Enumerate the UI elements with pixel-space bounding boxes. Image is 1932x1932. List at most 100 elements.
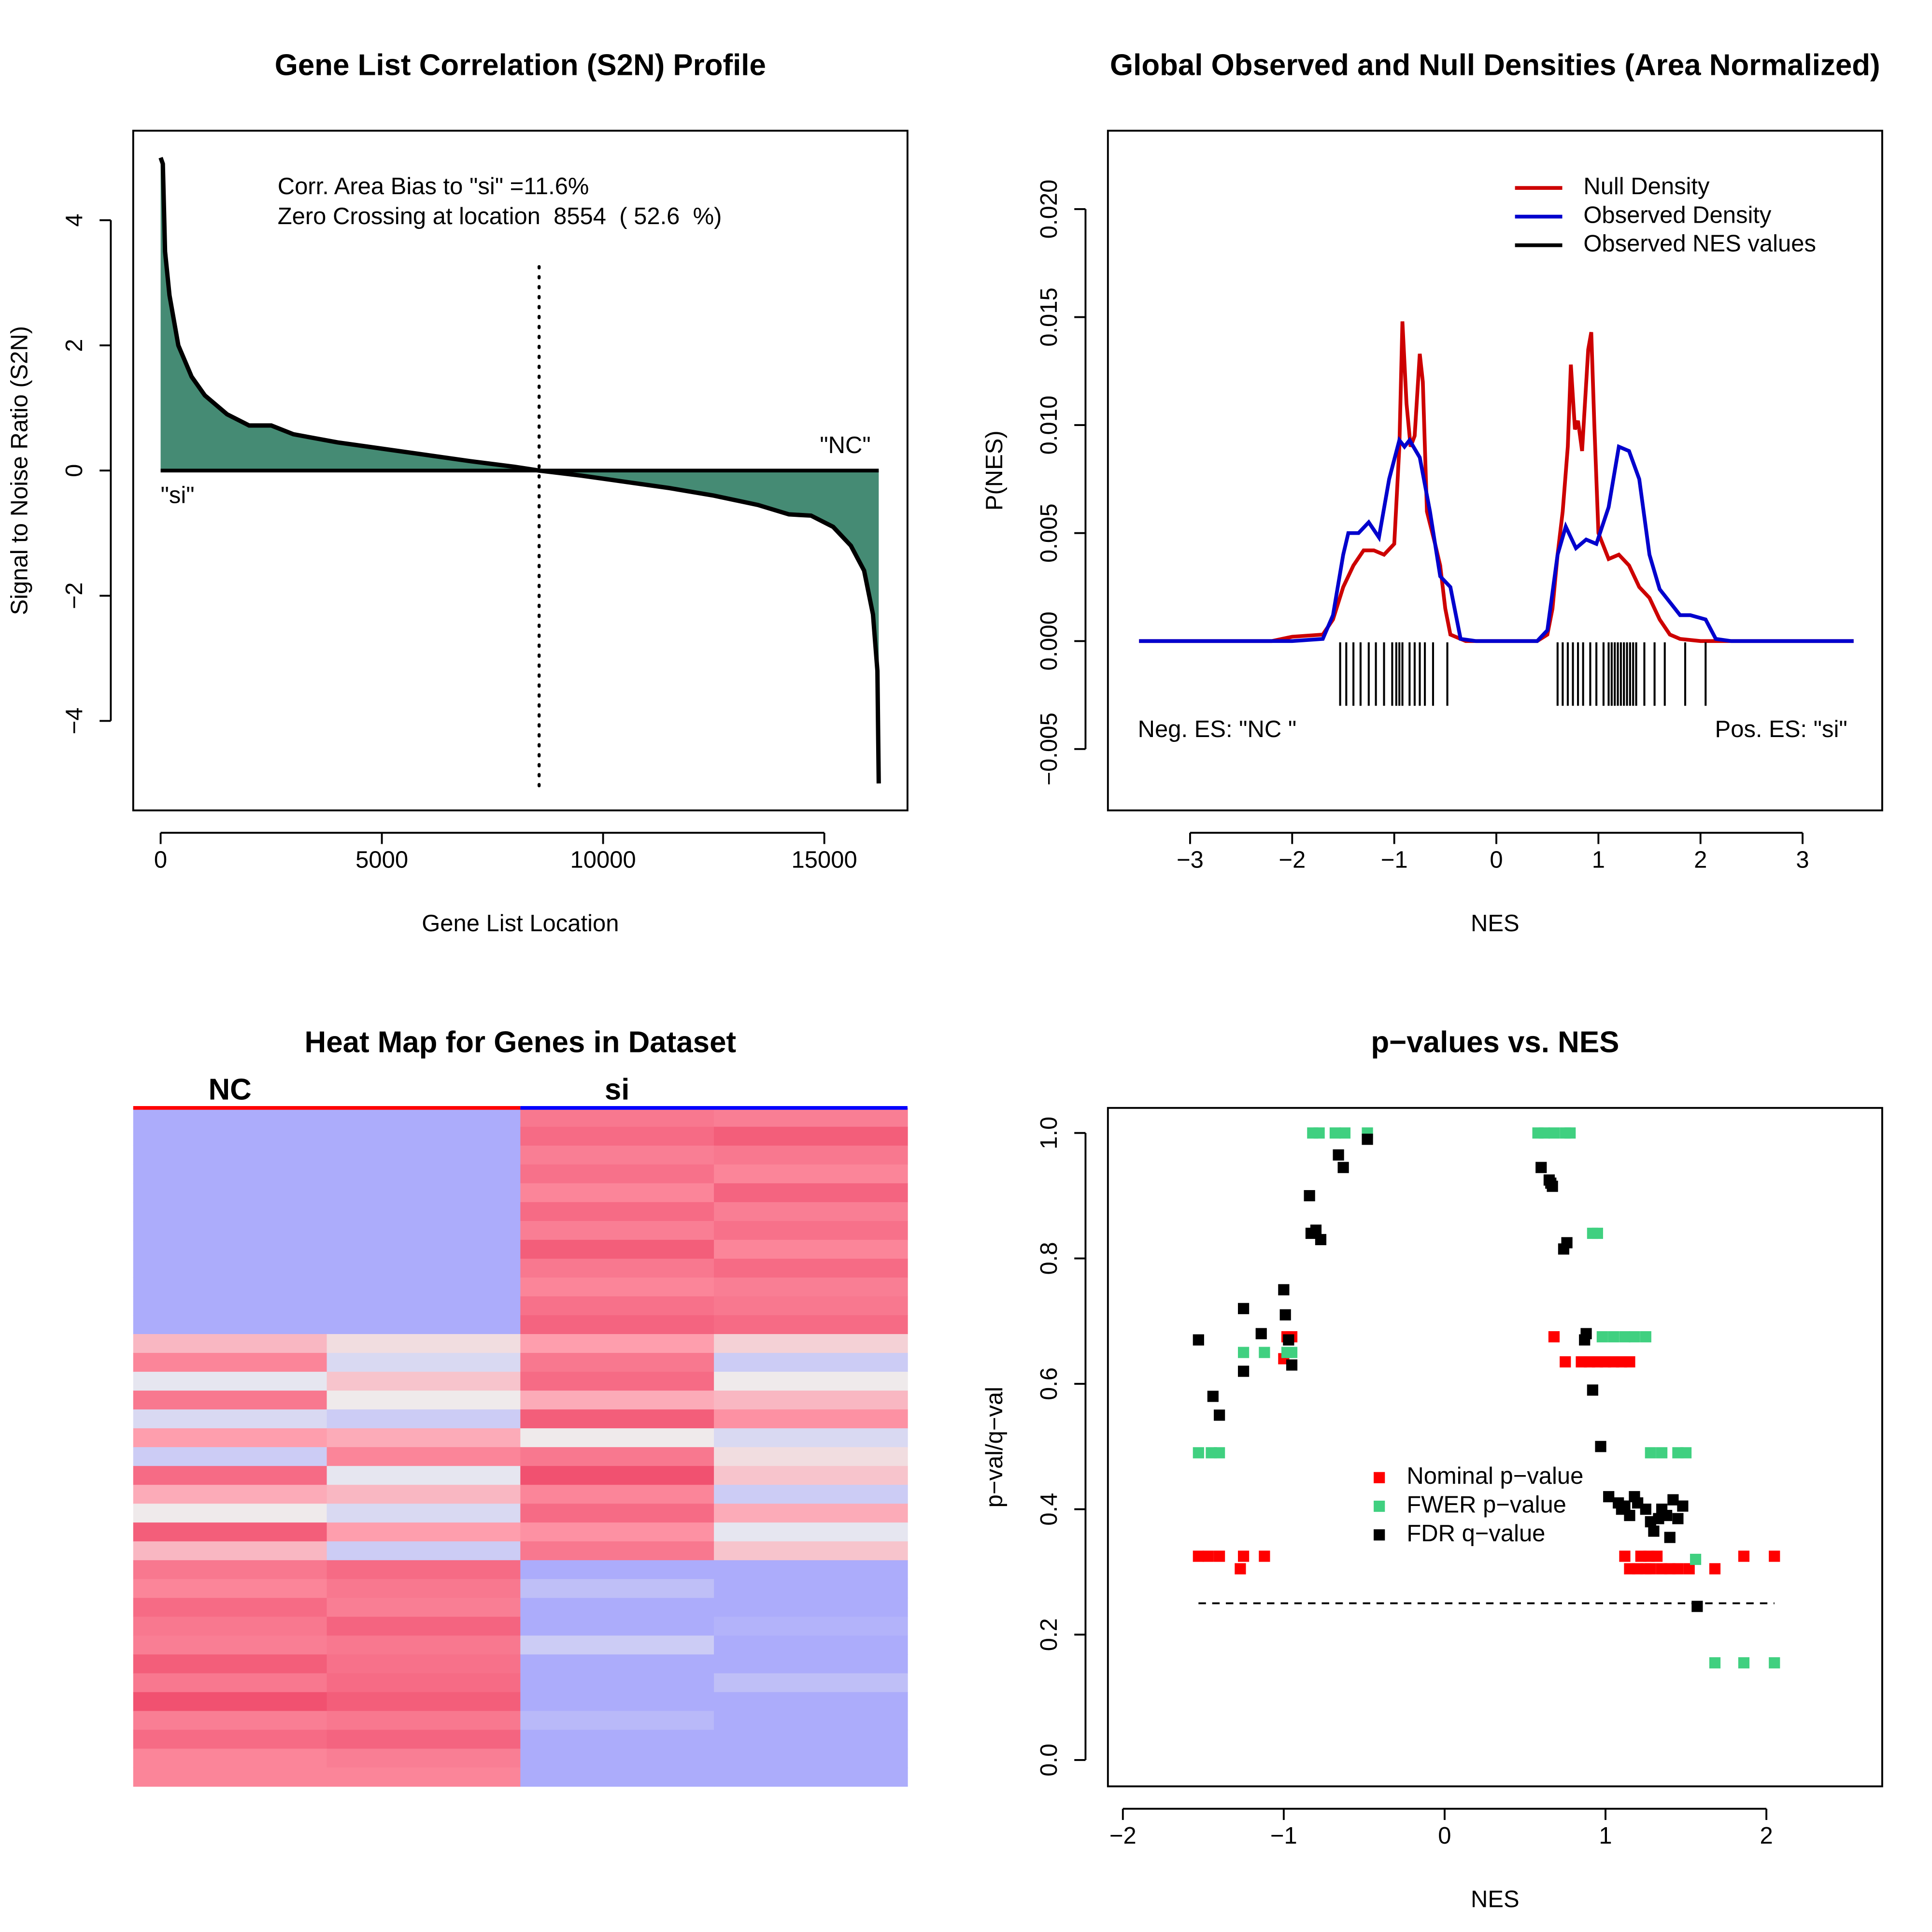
heatmap-cell bbox=[133, 1767, 327, 1787]
point bbox=[1691, 1601, 1703, 1612]
heatmap-cell bbox=[520, 1617, 714, 1636]
heatmap-cell bbox=[327, 1767, 521, 1787]
heatmap-cell bbox=[714, 1579, 908, 1599]
point bbox=[1603, 1491, 1615, 1503]
heatmap-cell bbox=[714, 1277, 908, 1297]
heatmap-cell bbox=[714, 1748, 908, 1768]
heatmap-cell bbox=[133, 1145, 327, 1165]
heatmap-cell bbox=[327, 1108, 521, 1127]
heatmap-cell bbox=[714, 1617, 908, 1636]
heatmap-cell bbox=[133, 1730, 327, 1749]
y-axis-label: P(NES) bbox=[981, 430, 1008, 511]
annotation: Corr. Area Bias to "si" =11.6% bbox=[278, 173, 589, 199]
heatmap-cell bbox=[327, 1654, 521, 1674]
heatmap-cell bbox=[520, 1315, 714, 1335]
point bbox=[1535, 1162, 1547, 1173]
heatmap-cell bbox=[714, 1673, 908, 1693]
x-axis-label: NES bbox=[1471, 1887, 1520, 1913]
heatmap-cell bbox=[714, 1183, 908, 1203]
point bbox=[1672, 1513, 1684, 1524]
point bbox=[1547, 1180, 1558, 1192]
heatmap-cell bbox=[133, 1673, 327, 1693]
point bbox=[1608, 1331, 1619, 1343]
heatmap-cell bbox=[327, 1635, 521, 1655]
heatmap-cell bbox=[520, 1447, 714, 1466]
heatmap-cell bbox=[714, 1296, 908, 1316]
heatmap-cell bbox=[520, 1372, 714, 1391]
heatmap-cell bbox=[327, 1372, 521, 1391]
x-tick-label: 2 bbox=[1760, 1823, 1773, 1849]
x-tick-label: 0 bbox=[154, 847, 167, 873]
heatmap-cell bbox=[520, 1164, 714, 1184]
point bbox=[1677, 1500, 1689, 1512]
heatmap-cell bbox=[327, 1522, 521, 1542]
point bbox=[1629, 1331, 1640, 1343]
heatmap-cell bbox=[520, 1108, 714, 1127]
legend-label: Observed Density bbox=[1583, 202, 1772, 228]
point bbox=[1640, 1563, 1651, 1575]
point bbox=[1661, 1510, 1673, 1521]
heatmap-cell bbox=[327, 1409, 521, 1429]
x-tick-label: 5000 bbox=[355, 847, 408, 873]
point bbox=[1560, 1356, 1571, 1368]
heatmap-cell bbox=[133, 1315, 327, 1335]
heatmap-cell bbox=[133, 1466, 327, 1485]
point bbox=[1214, 1550, 1225, 1562]
point bbox=[1596, 1331, 1608, 1343]
point bbox=[1283, 1334, 1294, 1346]
heatmap-cell bbox=[714, 1504, 908, 1523]
heatmap-cell bbox=[133, 1221, 327, 1240]
point bbox=[1202, 1550, 1214, 1562]
heatmap-cell bbox=[714, 1730, 908, 1749]
point bbox=[1580, 1328, 1592, 1339]
heatmap-cell bbox=[520, 1221, 714, 1240]
x-axis-label: Gene List Location bbox=[422, 910, 619, 937]
heatmap-cell bbox=[133, 1296, 327, 1316]
x-tick-label: −1 bbox=[1270, 1823, 1297, 1849]
heatmap-cell bbox=[327, 1466, 521, 1485]
heatmap-cell bbox=[714, 1711, 908, 1731]
point bbox=[1656, 1447, 1668, 1459]
group-label: NC bbox=[208, 1073, 251, 1107]
heatmap-cell bbox=[133, 1617, 327, 1636]
heatmap-cell bbox=[520, 1560, 714, 1580]
y-tick-label: 0.6 bbox=[1036, 1367, 1062, 1400]
heatmap-cell bbox=[520, 1277, 714, 1297]
heatmap-cell bbox=[714, 1447, 908, 1466]
heatmap-cell bbox=[327, 1692, 521, 1712]
heatmap-cell bbox=[327, 1353, 521, 1372]
point bbox=[1648, 1525, 1660, 1537]
heatmap-cell bbox=[520, 1767, 714, 1787]
point bbox=[1278, 1284, 1290, 1295]
heatmap-cell bbox=[714, 1334, 908, 1353]
heatmap-cell bbox=[714, 1126, 908, 1146]
point bbox=[1619, 1500, 1631, 1512]
point bbox=[1259, 1347, 1270, 1358]
heatmap-cell bbox=[327, 1202, 521, 1222]
heatmap-cell bbox=[520, 1541, 714, 1561]
annotation: Zero Crossing at location 8554 ( 52.6 %) bbox=[278, 203, 722, 229]
plot-frame bbox=[132, 129, 909, 811]
heatmap-cell bbox=[327, 1428, 521, 1448]
heatmap-cell bbox=[520, 1409, 714, 1429]
x-axis-label: NES bbox=[1471, 910, 1520, 937]
heatmap-cell bbox=[327, 1277, 521, 1297]
heatmap-cell bbox=[714, 1767, 908, 1787]
heatmap-cell bbox=[520, 1296, 714, 1316]
chart-title: Gene List Correlation (S2N) Profile bbox=[275, 49, 766, 82]
heatmap-cell bbox=[133, 1654, 327, 1674]
point bbox=[1237, 1303, 1250, 1314]
point bbox=[1207, 1391, 1219, 1402]
heatmap-cell bbox=[520, 1145, 714, 1165]
heatmap-cell bbox=[327, 1541, 521, 1561]
heatmap-cell bbox=[327, 1296, 521, 1316]
x-tick-label: 10000 bbox=[570, 847, 636, 873]
x-tick-label: 0 bbox=[1490, 847, 1503, 873]
heatmap-cell bbox=[133, 1164, 327, 1184]
legend-label: FWER p−value bbox=[1406, 1492, 1566, 1518]
heatmap-cell bbox=[327, 1334, 521, 1353]
point bbox=[1640, 1331, 1651, 1343]
profile-line bbox=[158, 156, 881, 784]
y-axis-label: Signal to Noise Ratio (S2N) bbox=[7, 326, 33, 615]
y-tick-label: 0.2 bbox=[1036, 1618, 1062, 1651]
